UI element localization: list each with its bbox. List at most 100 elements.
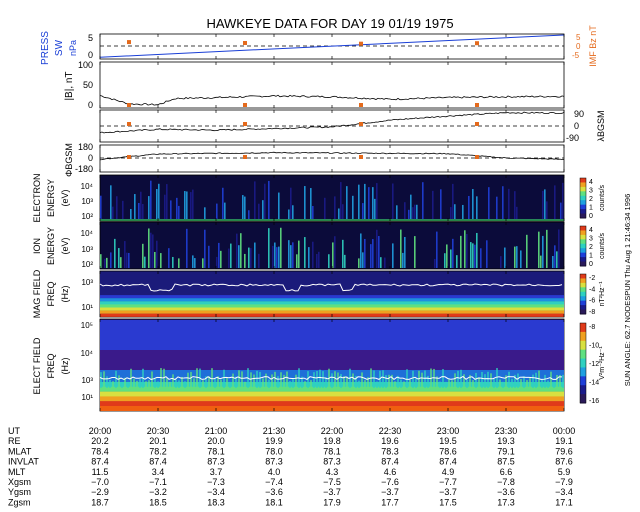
lambda-tick-90: 90 [574,109,584,119]
mag-cbar-label: nT²Hz⁻¹ [599,281,606,307]
electron-bin [122,200,124,219]
electron-bin [546,201,548,219]
electron-bin [346,186,348,219]
elect-spike [379,370,381,388]
electron-cbar-swatch [580,178,586,183]
electron-bin [432,190,434,219]
eph-cell: −3.6 [497,487,515,497]
elect-spike [367,377,369,388]
ion-bin [404,236,406,268]
lambda-marker [475,122,479,126]
b-marker [127,103,131,107]
electron-bin [192,189,194,219]
ion-bin [542,235,544,268]
elect-spike [439,381,441,388]
ion-bin [318,251,320,268]
electron-label: ELECTRON [32,173,42,222]
elect-spike [187,372,189,388]
elect-spike [220,379,222,388]
electron-bin [254,181,256,219]
ion-bin [272,245,274,268]
elect-spike [166,378,168,388]
electron-bin [258,203,260,219]
eph-cell: 87.4 [91,457,109,467]
elect-spike [562,374,564,388]
ion-bin [208,245,210,268]
ion-bin [156,240,158,268]
eph-cell: 11.5 [92,467,109,477]
elect-cbar-swatch [580,376,586,386]
ion-bin [288,240,290,268]
elect-spike [517,373,519,388]
elect-spike [412,370,414,388]
electron-bin [496,196,498,219]
elect-spike [190,371,192,388]
imf-label: IMF Bz nT [588,25,598,67]
elect-spike [304,381,306,388]
electron-bin [244,196,246,219]
elect-spike [208,376,210,388]
mag-sub: FREQ [46,281,56,306]
elect-spike [502,381,504,388]
ion-bin [558,229,560,268]
elect-spike [547,380,549,388]
electron-bin [112,206,114,219]
elect-spike [244,381,246,388]
ion-bin [344,254,346,268]
ion-bin [178,258,180,268]
eph-cell: −7.5 [323,477,341,487]
ion-bin [450,249,452,268]
mag-band [100,310,564,314]
elect-spike [460,369,462,388]
elect-spike [544,374,546,388]
eph-cell: 19.9 [265,436,283,446]
eph-cell: 18.5 [149,497,167,507]
elect-spike [403,381,405,388]
elect-plasma-line [99,375,562,381]
electron-bin [278,192,280,219]
ion-bin [240,233,242,268]
mag-cbar-frame [579,273,587,315]
electron-bin [290,187,292,219]
elect-spike [448,379,450,388]
elect-band-top [100,320,564,350]
electron-cbar-swatch [580,191,586,197]
elect-spike [133,378,135,388]
ion-cbar-swatch [580,248,586,254]
elect-spike [124,377,126,388]
ion-bin [244,253,246,268]
ion-bin [460,235,462,268]
electron-bin [440,189,442,219]
ion-bin [126,252,128,268]
electron-bin [140,191,142,219]
elect-spike [196,368,198,388]
eph-cell: 19.5 [439,436,457,446]
ion-bin [316,253,318,268]
eph-cell: 87.4 [149,457,167,467]
elect-spike [415,378,417,388]
elect-spike [226,377,228,388]
elect-spike [121,381,123,388]
electron-cbar-tick: 2 [589,196,593,203]
eph-cell: 79.6 [555,446,573,456]
b-marker [475,103,479,107]
eph-cell: 87.3 [323,457,341,467]
ion-cbar-swatch [580,234,586,240]
ion-bin [392,243,394,268]
eph-label: Ygsm [8,487,31,497]
electron-bin [462,204,464,219]
electron-bin [184,191,186,219]
electron-sub: ENERGY [46,179,56,217]
elect-cbar-tick: -10 [589,343,599,350]
eph-cell: 87.5 [497,457,515,467]
elect-spike [202,380,204,388]
mag-label: MAG FIELD [32,269,42,318]
ion-cbar-swatch [580,230,586,236]
ion-tick-3: 10³ [81,245,93,254]
elect-unit: (Hz) [60,358,70,375]
phi-tick-180: 180 [78,142,93,152]
eph-cell: 17.3 [497,497,515,507]
electron-tick-3: 10³ [81,197,93,206]
eph-cell: 87.3 [265,457,283,467]
eph-cell: −7.4 [265,477,283,487]
